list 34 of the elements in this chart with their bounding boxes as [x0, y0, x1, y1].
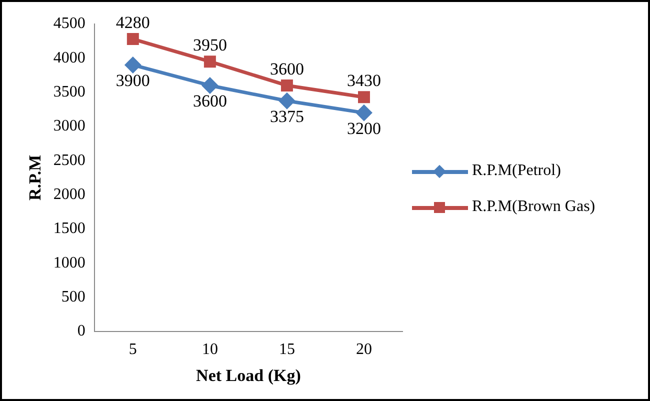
data-label: 3900	[116, 70, 150, 90]
data-label: 3950	[192, 36, 227, 55]
legend-label: R.P.M(Brown Gas)	[472, 198, 596, 216]
point	[356, 105, 372, 121]
y-tick-label: 1500	[53, 220, 86, 238]
y-tick-label: 3500	[53, 84, 86, 101]
point	[280, 79, 293, 92]
x-tick-label: 5	[128, 341, 137, 358]
y-tick-label: 0	[77, 322, 86, 340]
point	[126, 33, 139, 46]
data-label: 3430	[346, 71, 381, 90]
legend-label: R.P.M(Petrol)	[472, 162, 561, 180]
data-label: 3200	[346, 118, 381, 138]
y-tick-label: 4500	[53, 15, 86, 32]
y-axis-title: R.P.M	[26, 154, 45, 201]
x-tick-label: 15	[278, 341, 295, 358]
x-tick-label: 10	[202, 341, 218, 358]
point	[358, 91, 370, 104]
y-tick-label: 3000	[53, 118, 86, 135]
data-label: 3600	[192, 91, 227, 110]
y-tick-label: 1000	[53, 254, 86, 272]
y-tick-label: 4000	[53, 49, 86, 66]
data-label: 4280	[116, 12, 150, 32]
data-label: 3375	[270, 106, 304, 126]
y-tick-label: 500	[61, 288, 86, 306]
y-tick-label: 2000	[53, 186, 86, 203]
y-tick-label: 2500	[53, 152, 86, 169]
x-axis-title: Net Load (Kg)	[196, 366, 301, 386]
point	[125, 57, 141, 73]
point	[204, 56, 216, 68]
point	[202, 78, 218, 94]
x-tick-label: 20	[356, 341, 372, 358]
point	[279, 93, 295, 109]
data-label: 3600	[270, 59, 304, 78]
